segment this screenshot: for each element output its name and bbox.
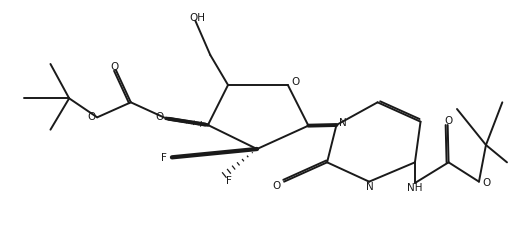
Text: N: N <box>366 181 374 191</box>
Text: O: O <box>482 177 490 187</box>
Text: F: F <box>161 153 167 163</box>
Text: F: F <box>226 175 232 185</box>
Text: O: O <box>87 112 95 122</box>
Text: O: O <box>111 62 119 72</box>
Text: NH: NH <box>407 182 423 192</box>
Text: O: O <box>156 112 164 122</box>
Text: O: O <box>292 77 300 87</box>
Text: O: O <box>273 180 281 190</box>
Text: N: N <box>339 117 347 127</box>
Text: OH: OH <box>189 13 205 22</box>
Text: O: O <box>445 115 453 126</box>
